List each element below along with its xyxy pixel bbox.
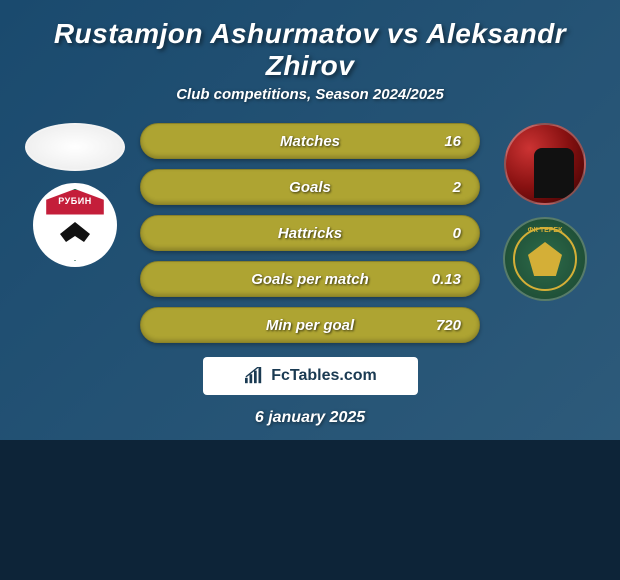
- stat-value-right: 0.13: [421, 271, 461, 288]
- club-name-left: РУБИН: [44, 196, 106, 206]
- player-photo-left: [25, 123, 125, 171]
- stats-list: Matches 16 Goals 2 Hattricks 0 Goals per…: [140, 123, 480, 343]
- stat-label: Goals per match: [251, 271, 369, 288]
- below-area: [0, 440, 620, 580]
- left-column: РУБИН: [20, 123, 130, 267]
- stat-value-right: 16: [421, 133, 461, 150]
- stat-label: Matches: [280, 133, 340, 150]
- footer-date: 6 january 2025: [0, 409, 620, 427]
- stat-label: Min per goal: [266, 317, 354, 334]
- stat-label: Hattricks: [278, 225, 342, 242]
- club-badge-right: ФК ТЕРЕК: [503, 217, 587, 301]
- page-title: Rustamjon Ashurmatov vs Aleksandr Zhirov: [0, 10, 620, 86]
- branding-link[interactable]: FcTables.com: [203, 357, 418, 395]
- stat-row: Min per goal 720: [140, 307, 480, 343]
- club-emblem-left: [60, 222, 90, 242]
- stat-row: Goals per match 0.13: [140, 261, 480, 297]
- right-column: ФК ТЕРЕК: [490, 123, 600, 301]
- club-badge-left: РУБИН: [33, 183, 117, 267]
- stat-row: Goals 2: [140, 169, 480, 205]
- stat-row: Matches 16: [140, 123, 480, 159]
- club-name-right: ФК ТЕРЕК: [515, 227, 575, 234]
- stat-value-right: 0: [421, 225, 461, 242]
- player-photo-right: [504, 123, 586, 205]
- club-emblem-right: [528, 242, 562, 276]
- club-ring-right: ФК ТЕРЕК: [513, 227, 577, 291]
- comparison-card: Rustamjon Ashurmatov vs Aleksandr Zhirov…: [0, 0, 620, 440]
- stat-label: Goals: [289, 179, 331, 196]
- stat-value-right: 720: [421, 317, 461, 334]
- club-shield-left: РУБИН: [43, 189, 107, 261]
- stat-value-right: 2: [421, 179, 461, 196]
- branding-text: FcTables.com: [271, 367, 377, 385]
- page-subtitle: Club competitions, Season 2024/2025: [0, 86, 620, 103]
- stat-row: Hattricks 0: [140, 215, 480, 251]
- chart-icon: [243, 367, 265, 385]
- content-row: РУБИН Matches 16 Goals 2 Hattricks 0: [0, 123, 620, 343]
